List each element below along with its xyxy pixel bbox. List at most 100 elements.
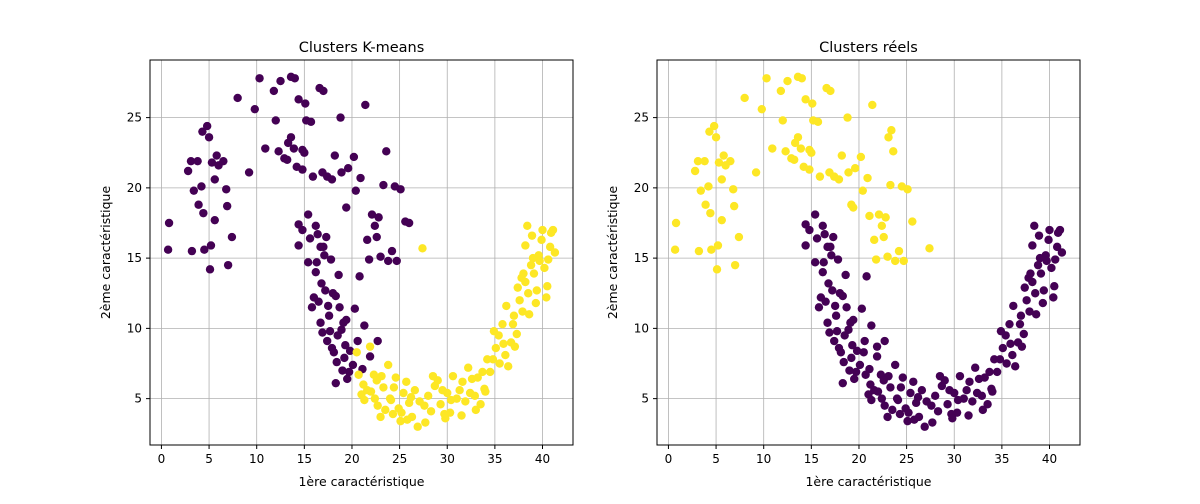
data-point [827, 251, 836, 260]
data-point [350, 304, 360, 313]
data-point [818, 221, 827, 231]
data-point [320, 251, 329, 260]
x-tick-label: 20 [851, 452, 866, 466]
data-point [971, 363, 980, 372]
data-point [163, 245, 173, 254]
axes-frame [149, 59, 574, 446]
data-point [476, 400, 485, 409]
data-point [501, 350, 510, 360]
data-point [871, 255, 881, 264]
data-point [992, 367, 1002, 377]
data-point [830, 336, 839, 346]
data-point [364, 255, 374, 264]
x-tick-label: 40 [1042, 452, 1057, 466]
data-point [847, 353, 856, 363]
data-point [373, 401, 382, 410]
data-point [227, 232, 237, 242]
data-point [1052, 242, 1062, 252]
data-point [1039, 286, 1048, 295]
data-point [282, 155, 292, 164]
data-point [327, 175, 337, 184]
data-point [859, 348, 868, 357]
data-point [886, 180, 895, 190]
data-point [303, 210, 313, 219]
data-point [872, 342, 882, 351]
data-point [801, 95, 810, 104]
data-point [441, 414, 450, 423]
data-point [1011, 362, 1020, 371]
data-point [965, 377, 974, 386]
data-point [356, 173, 365, 183]
data-point [197, 182, 206, 191]
data-point [348, 360, 358, 370]
data-point [833, 255, 843, 264]
data-point [402, 377, 411, 386]
data-point [849, 315, 858, 325]
data-point [319, 242, 328, 252]
series-1 [670, 72, 934, 274]
data-point [1009, 301, 1018, 311]
y-axis-label: 2ème caractéristique [98, 186, 113, 320]
data-point [1019, 329, 1028, 339]
data-point [1042, 256, 1051, 266]
data-point [903, 185, 912, 194]
data-point [896, 383, 906, 392]
data-point [365, 342, 375, 351]
data-point [983, 400, 992, 409]
data-point [305, 234, 315, 243]
data-point [903, 416, 912, 426]
data-point [879, 376, 888, 385]
data-point [473, 373, 482, 382]
data-point [387, 246, 397, 256]
data-point [546, 228, 556, 238]
data-point [420, 401, 429, 410]
data-point [881, 213, 890, 222]
data-point [700, 156, 709, 166]
data-point [1044, 235, 1053, 245]
data-point [828, 286, 837, 295]
data-point [509, 311, 519, 320]
x-tick-label: 5 [712, 452, 720, 466]
data-point [842, 303, 851, 312]
data-point [360, 395, 369, 405]
data-point [204, 133, 214, 142]
data-point [964, 411, 973, 420]
data-point [391, 373, 400, 382]
data-point [396, 416, 405, 426]
series-2 [352, 221, 560, 431]
data-point [996, 326, 1006, 336]
x-axis-label: 1ère caractéristique [298, 474, 424, 489]
data-point [793, 133, 803, 142]
data-point [909, 377, 918, 386]
data-point [880, 401, 889, 410]
data-point [1005, 319, 1014, 329]
data-point [1008, 350, 1017, 360]
data-point [367, 210, 377, 219]
data-point [1050, 282, 1059, 291]
data-point [768, 144, 777, 153]
data-point [883, 412, 892, 422]
data-point [403, 415, 412, 424]
data-point [894, 246, 904, 256]
data-point [928, 418, 937, 427]
data-point [187, 246, 197, 256]
data-point [671, 218, 681, 228]
data-point [1015, 319, 1025, 329]
data-point [389, 383, 399, 392]
data-point [843, 113, 852, 122]
data-point [298, 225, 307, 235]
data-point [311, 267, 320, 277]
y-tick-label: 20 [127, 181, 142, 195]
data-point [838, 378, 847, 388]
data-point [194, 200, 203, 209]
data-point [306, 117, 316, 127]
data-point [1031, 289, 1040, 298]
data-point [355, 272, 364, 281]
data-point [734, 232, 744, 242]
x-tick-label: 35 [487, 452, 502, 466]
series-2 [801, 210, 1067, 431]
y-tick-label: 25 [127, 111, 142, 125]
data-point [323, 301, 333, 311]
y-tick-label: 20 [634, 181, 649, 195]
